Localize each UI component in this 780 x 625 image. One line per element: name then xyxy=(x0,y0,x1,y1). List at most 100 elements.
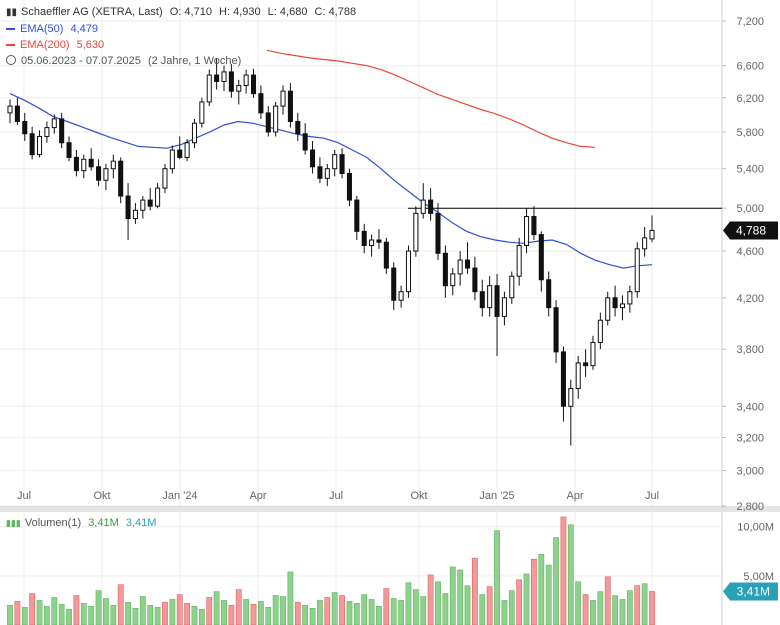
candle-body xyxy=(435,212,441,254)
close-value: 4,788 xyxy=(328,6,357,18)
volume-bar xyxy=(553,537,559,625)
candle-body xyxy=(487,285,493,309)
volume-bar xyxy=(66,608,72,625)
volume-bar xyxy=(619,599,626,625)
candle-body xyxy=(464,259,471,269)
candle-body xyxy=(583,362,589,367)
volume-bar xyxy=(80,603,87,625)
candle-body xyxy=(524,216,530,246)
candle-body xyxy=(538,234,544,281)
date-range: 05.06.2023 - 07.07.2025 xyxy=(21,55,141,67)
volume-bar xyxy=(272,595,279,625)
y-tick-label: 3,200 xyxy=(736,432,764,444)
candle-body xyxy=(516,244,522,277)
legend-date-range[interactable]: 05.06.2023 - 07.07.2025 (2 Jahre, 1 Woch… xyxy=(6,54,241,68)
volume-bar xyxy=(538,553,545,625)
legend-volume[interactable]: ▮▮▮ Volumen(1) 3,41M 3,41M xyxy=(6,516,156,530)
candle-body xyxy=(361,230,367,246)
volume-bar xyxy=(545,564,552,625)
volume-bar xyxy=(228,605,235,625)
candle-body xyxy=(494,285,500,317)
candle-body xyxy=(649,229,655,240)
instrument-name: Schaeffler AG (XETRA, Last) xyxy=(21,6,163,18)
open-value: 4,710 xyxy=(184,6,212,18)
volume-bar xyxy=(110,605,117,625)
y-tick-label: 4,200 xyxy=(736,293,764,305)
candle-body xyxy=(568,387,574,407)
candle-body xyxy=(236,84,242,92)
y-tick-label: 7,200 xyxy=(736,16,764,28)
candle-body xyxy=(383,241,389,269)
candle-body xyxy=(14,105,20,122)
volume-bar xyxy=(472,557,478,625)
candle-body xyxy=(376,239,382,243)
volume-bar xyxy=(457,569,464,625)
candle-body xyxy=(214,74,220,82)
volume-bar xyxy=(516,579,523,625)
candle-body xyxy=(405,250,412,293)
legend-ema50[interactable]: EMA(50) 4,479 xyxy=(6,22,98,36)
candle-body xyxy=(324,168,330,179)
legend-ema200[interactable]: EMA(200) 5,630 xyxy=(6,38,104,52)
volume-bar xyxy=(575,581,582,625)
candle-body xyxy=(73,156,79,172)
candle-body xyxy=(546,279,552,309)
y-tick-label: 6,200 xyxy=(736,93,764,105)
candle-body xyxy=(280,90,286,107)
ema200-swatch xyxy=(6,44,15,47)
candle-body xyxy=(199,101,205,124)
x-tick-label: Jul xyxy=(17,490,31,502)
candle-body xyxy=(634,248,640,293)
volume-bar xyxy=(412,589,419,625)
volume-bar xyxy=(597,591,604,625)
candle-body xyxy=(243,74,249,86)
y-tick-label: 4,600 xyxy=(736,246,764,258)
candlestick-icon: ▮▮ xyxy=(6,7,18,18)
candle-body xyxy=(118,160,124,197)
candle-body xyxy=(191,122,198,144)
x-tick-label: Okt xyxy=(93,490,110,502)
ema200-label: EMA(200) xyxy=(20,39,70,51)
axis-labels: 7,200 6,600 6,200 5,800 5,400 5,000 4,600 4,200… xyxy=(17,16,774,583)
volume-bar xyxy=(132,607,139,625)
volume-bar xyxy=(21,607,28,625)
volume-bar xyxy=(501,600,508,625)
candle-body xyxy=(531,216,537,236)
volume-bar xyxy=(317,600,323,625)
x-tick-label: Okt xyxy=(410,490,427,502)
legend-instrument: ▮▮ Schaeffler AG (XETRA, Last) O: 4,710 H… xyxy=(6,6,357,18)
volume-bar xyxy=(44,606,50,625)
candle-body xyxy=(22,120,28,135)
x-tick-label: Jul xyxy=(645,490,659,502)
volume-bar xyxy=(634,585,641,625)
volume-bar xyxy=(162,602,168,625)
volume-bar xyxy=(302,605,309,625)
volume-bar xyxy=(449,566,456,625)
volume-bar xyxy=(420,596,427,625)
volume-bar xyxy=(368,599,375,625)
volume-bar xyxy=(567,524,574,625)
volume-bar xyxy=(29,593,36,625)
candle-body xyxy=(96,166,102,181)
volume-bar xyxy=(176,594,183,625)
volume-bar xyxy=(221,600,227,625)
x-tick-label: Apr xyxy=(249,490,266,502)
volume-bar xyxy=(125,602,131,625)
y-tick-label: 5,000 xyxy=(736,203,764,215)
candle-body xyxy=(627,291,633,305)
volume-bar xyxy=(405,582,412,625)
ema50-swatch xyxy=(6,28,15,31)
candle-body xyxy=(575,362,581,389)
volume-bar xyxy=(641,583,648,625)
candle-body xyxy=(302,133,308,151)
candle-body xyxy=(310,149,316,168)
volume-bar xyxy=(346,601,353,625)
candle-body xyxy=(346,172,352,201)
volume-bar xyxy=(531,558,537,625)
volume-bar xyxy=(361,594,368,625)
y-tick-label: 5,400 xyxy=(736,164,764,176)
volume-bar xyxy=(590,600,596,625)
candle-body xyxy=(420,199,426,214)
